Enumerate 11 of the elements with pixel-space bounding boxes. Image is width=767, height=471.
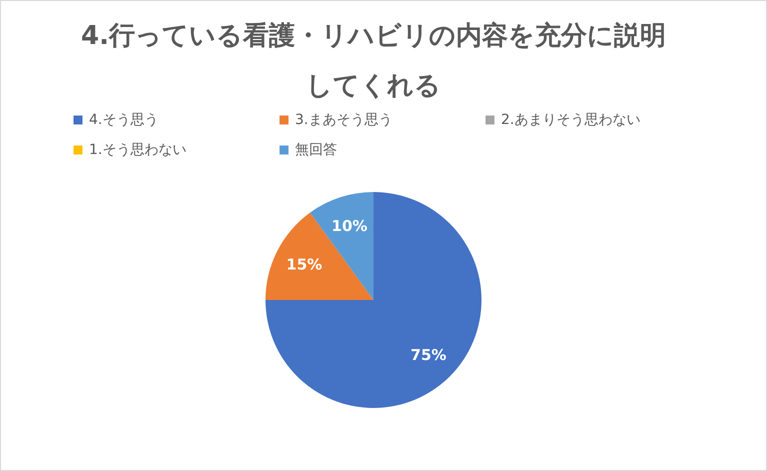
legend-label: 無回答	[295, 142, 337, 158]
legend-label: 1.そう思わない	[89, 142, 186, 158]
data-label: 10%	[332, 217, 368, 236]
legend-label: 2.あまりそう思わない	[501, 112, 640, 128]
legend-label: 3.まあそう思う	[295, 112, 392, 128]
legend-label: 4.そう思う	[89, 112, 158, 128]
chart-title: 4.行っている看護・リハビリの内容を充分に説明してくれる	[81, 21, 666, 101]
pie-slice	[266, 192, 482, 408]
data-label: 15%	[286, 256, 322, 274]
pie-slice	[266, 212, 374, 300]
data-label: 75%	[410, 346, 446, 364]
